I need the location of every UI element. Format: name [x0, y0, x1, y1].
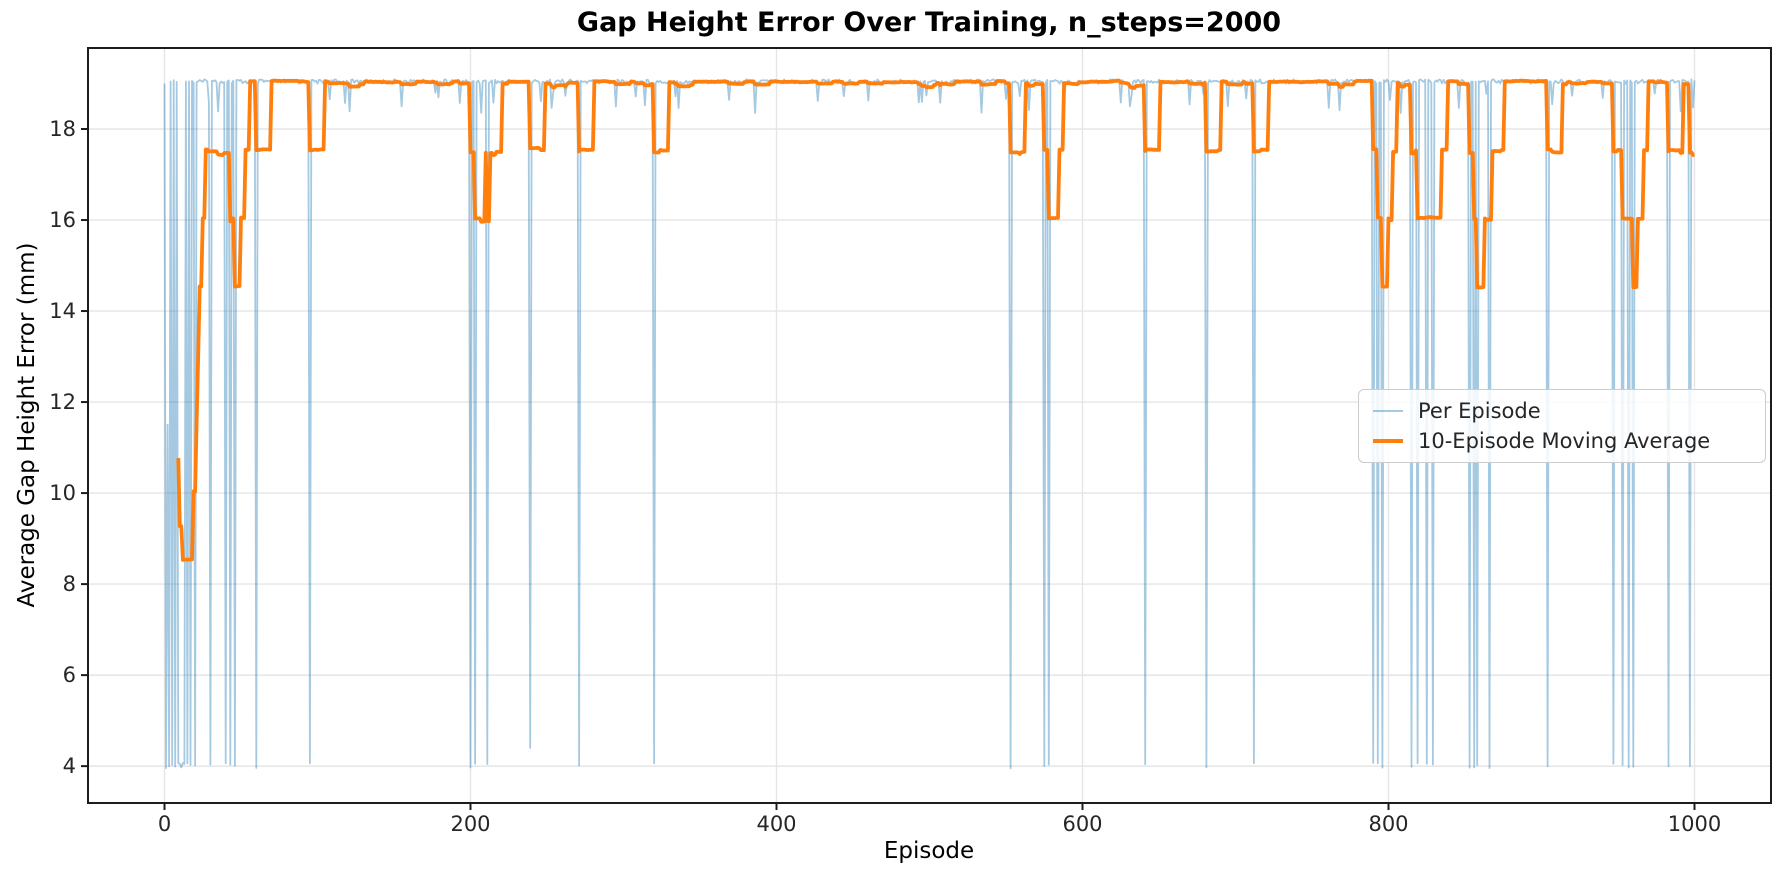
moving-average-line	[176, 78, 1695, 562]
legend-label-per-episode: Per Episode	[1418, 399, 1541, 423]
y-axis-label: Average Gap Height Error (mm)	[14, 242, 40, 608]
legend-label-moving-average: 10-Episode Moving Average	[1418, 429, 1711, 453]
x-tick-label: 600	[1062, 812, 1103, 836]
legend-entry-per-episode: Per Episode	[1373, 399, 1751, 423]
x-axis-label: Episode	[883, 838, 975, 864]
y-tick-label: 12	[49, 390, 76, 415]
y-tick-label: 6	[62, 663, 76, 688]
legend-entry-moving-average: 10-Episode Moving Average	[1373, 429, 1751, 453]
y-tick-label: 16	[49, 208, 76, 233]
chart-title: Gap Height Error Over Training, n_steps=…	[576, 7, 1282, 38]
x-tick-label: 400	[756, 812, 797, 836]
axes-frame	[87, 47, 1772, 804]
x-tick-label: 800	[1368, 812, 1409, 836]
x-tick-label: 200	[450, 812, 491, 836]
y-tick-label: 10	[49, 481, 76, 506]
moving-average-line-swatch	[1373, 439, 1403, 443]
legend: Per Episode 10-Episode Moving Average	[1358, 389, 1766, 463]
y-tick-label: 18	[49, 117, 76, 141]
y-tick-label: 4	[62, 754, 76, 779]
x-tick-label: 1000	[1667, 812, 1722, 836]
y-tick-label: 14	[49, 299, 76, 324]
y-tick-label: 8	[62, 572, 76, 597]
x-tick-label: 0	[157, 812, 172, 836]
per-episode-line-swatch	[1373, 409, 1403, 413]
